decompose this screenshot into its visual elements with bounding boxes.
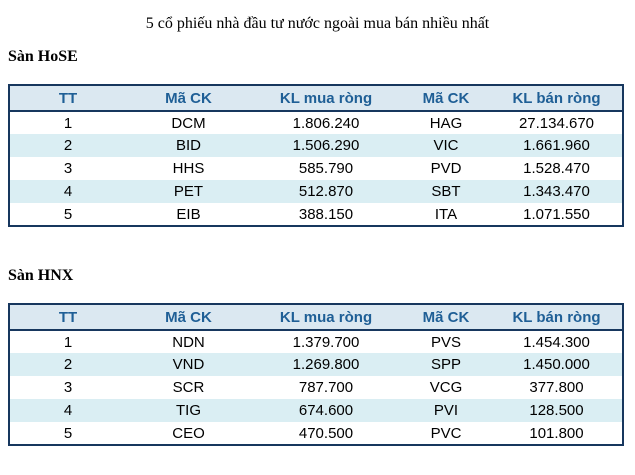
cell-sell-volume: 1.071.550 bbox=[523, 205, 590, 223]
col-header-sell-ticker: Mã CK bbox=[401, 304, 491, 331]
cell-sell-ticker: PVS bbox=[430, 333, 461, 351]
cell-buy-ticker: DCM bbox=[171, 114, 206, 132]
cell-sell-ticker: VCG bbox=[429, 379, 463, 396]
cell-buy-volume: 470.500 bbox=[298, 424, 354, 442]
cell-buy-ticker: CEO bbox=[172, 424, 205, 442]
cell-sell-ticker: VIC bbox=[401, 134, 491, 157]
cell-rank: 4 bbox=[9, 399, 126, 422]
cell-sell-ticker: ITA bbox=[434, 205, 458, 223]
col-header-buy-ticker: Mã CK bbox=[126, 85, 251, 112]
cell-buy-volume: 1.806.240 bbox=[292, 114, 360, 132]
cell-sell-volume: 27.134.670 bbox=[518, 114, 595, 132]
col-header-tt: TT bbox=[9, 85, 126, 112]
cell-sell-volume: 101.800 bbox=[529, 424, 584, 442]
table-hnx: TT Mã CK KL mua ròng Mã CK KL bán ròng 1… bbox=[8, 303, 624, 446]
cell-sell-volume: 1.450.000 bbox=[491, 353, 623, 376]
table-row: 1 NDN 1.379.700 PVS 1.454.300 bbox=[9, 330, 623, 353]
table-row: 2 BID 1.506.290 VIC 1.661.960 bbox=[9, 134, 623, 157]
cell-sell-ticker: SBT bbox=[401, 180, 491, 203]
cell-sell-volume: 1.661.960 bbox=[491, 134, 623, 157]
cell-sell-ticker: PVC bbox=[430, 424, 462, 442]
table-row: 2 VND 1.269.800 SPP 1.450.000 bbox=[9, 353, 623, 376]
table-hose: TT Mã CK KL mua ròng Mã CK KL bán ròng 1… bbox=[8, 84, 624, 227]
cell-buy-volume: 512.870 bbox=[251, 180, 401, 203]
table-header-row: TT Mã CK KL mua ròng Mã CK KL bán ròng bbox=[9, 304, 623, 331]
cell-rank: 1 bbox=[63, 114, 73, 132]
cell-rank: 3 bbox=[63, 160, 73, 177]
cell-rank: 5 bbox=[63, 424, 73, 442]
cell-sell-volume: 1.454.300 bbox=[523, 333, 590, 351]
section-label-hose: Sàn HoSE bbox=[8, 48, 78, 65]
cell-buy-ticker: TIG bbox=[126, 399, 251, 422]
page-title: 5 cổ phiếu nhà đầu tư nước ngoài mua bán… bbox=[145, 15, 490, 32]
col-header-sell-ticker: Mã CK bbox=[401, 85, 491, 112]
cell-buy-volume: 787.700 bbox=[298, 379, 354, 396]
cell-buy-ticker: HHS bbox=[172, 160, 205, 177]
table-row: 3 SCR 787.700 VCG 377.800 bbox=[9, 376, 623, 399]
cell-buy-volume: 1.379.700 bbox=[292, 333, 360, 351]
cell-buy-ticker: BID bbox=[126, 134, 251, 157]
table-row: 4 TIG 674.600 PVI 128.500 bbox=[9, 399, 623, 422]
table-row: 5 CEO 470.500 PVC 101.800 bbox=[9, 422, 623, 445]
col-header-buy-volume: KL mua ròng bbox=[251, 304, 401, 331]
cell-rank: 5 bbox=[63, 205, 73, 223]
cell-sell-ticker: HAG bbox=[429, 114, 463, 132]
table-row: 4 PET 512.870 SBT 1.343.470 bbox=[9, 180, 623, 203]
cell-rank: 3 bbox=[63, 379, 73, 396]
table-row: 3 HHS 585.790 PVD 1.528.470 bbox=[9, 157, 623, 180]
cell-buy-volume: 674.600 bbox=[251, 399, 401, 422]
cell-buy-volume: 585.790 bbox=[298, 160, 354, 177]
cell-sell-volume: 1.343.470 bbox=[491, 180, 623, 203]
cell-sell-volume: 128.500 bbox=[491, 399, 623, 422]
cell-sell-ticker: PVD bbox=[430, 160, 462, 177]
cell-sell-ticker: SPP bbox=[401, 353, 491, 376]
cell-sell-ticker: PVI bbox=[401, 399, 491, 422]
cell-buy-ticker: VND bbox=[126, 353, 251, 376]
col-header-buy-volume: KL mua ròng bbox=[251, 85, 401, 112]
col-header-sell-volume: KL bán ròng bbox=[491, 304, 623, 331]
cell-sell-volume: 377.800 bbox=[529, 379, 584, 396]
cell-sell-volume: 1.528.470 bbox=[523, 160, 590, 177]
cell-rank: 4 bbox=[9, 180, 126, 203]
cell-buy-ticker: SCR bbox=[172, 379, 205, 396]
cell-rank: 2 bbox=[9, 134, 126, 157]
col-header-sell-volume: KL bán ròng bbox=[491, 85, 623, 112]
table-row: 1 DCM 1.806.240 HAG 27.134.670 bbox=[9, 111, 623, 134]
col-header-tt: TT bbox=[9, 304, 126, 331]
col-header-buy-ticker: Mã CK bbox=[126, 304, 251, 331]
cell-rank: 1 bbox=[63, 333, 73, 351]
table-row: 5 EIB 388.150 ITA 1.071.550 bbox=[9, 203, 623, 226]
cell-rank: 2 bbox=[9, 353, 126, 376]
cell-buy-volume: 1.269.800 bbox=[251, 353, 401, 376]
table-header-row: TT Mã CK KL mua ròng Mã CK KL bán ròng bbox=[9, 85, 623, 112]
cell-buy-ticker: PET bbox=[126, 180, 251, 203]
cell-buy-ticker: NDN bbox=[172, 333, 205, 351]
cell-buy-volume: 388.150 bbox=[298, 205, 354, 223]
cell-buy-ticker: EIB bbox=[176, 205, 201, 223]
cell-buy-volume: 1.506.290 bbox=[251, 134, 401, 157]
section-label-hnx: Sàn HNX bbox=[8, 267, 74, 284]
